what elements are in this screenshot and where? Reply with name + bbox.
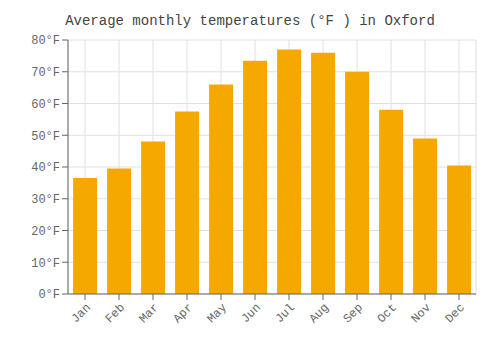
svg-text:Oct: Oct xyxy=(375,301,400,326)
svg-text:Nov: Nov xyxy=(409,301,434,326)
svg-text:0°F: 0°F xyxy=(38,288,60,302)
svg-text:Aug: Aug xyxy=(307,301,332,326)
svg-text:Jun: Jun xyxy=(239,301,264,326)
svg-text:Jan: Jan xyxy=(69,301,94,326)
svg-text:40°F: 40°F xyxy=(31,161,60,175)
svg-text:Feb: Feb xyxy=(103,301,128,326)
svg-text:30°F: 30°F xyxy=(31,193,60,207)
svg-text:70°F: 70°F xyxy=(31,66,60,80)
svg-text:Jul: Jul xyxy=(273,301,298,326)
svg-text:May: May xyxy=(205,301,230,326)
svg-text:20°F: 20°F xyxy=(31,225,60,239)
svg-text:Sep: Sep xyxy=(341,301,366,326)
svg-text:80°F: 80°F xyxy=(31,34,60,48)
html-text:Average monthly temperatures (: Average monthly temperatures (°F ) in Ox… xyxy=(65,13,435,29)
svg-text:50°F: 50°F xyxy=(31,130,60,144)
svg-text:Dec: Dec xyxy=(443,301,468,326)
svg-text:60°F: 60°F xyxy=(31,98,60,112)
svg-text:10°F: 10°F xyxy=(31,257,60,271)
svg-text:Apr: Apr xyxy=(171,301,196,326)
svg-text:Mar: Mar xyxy=(137,301,162,326)
